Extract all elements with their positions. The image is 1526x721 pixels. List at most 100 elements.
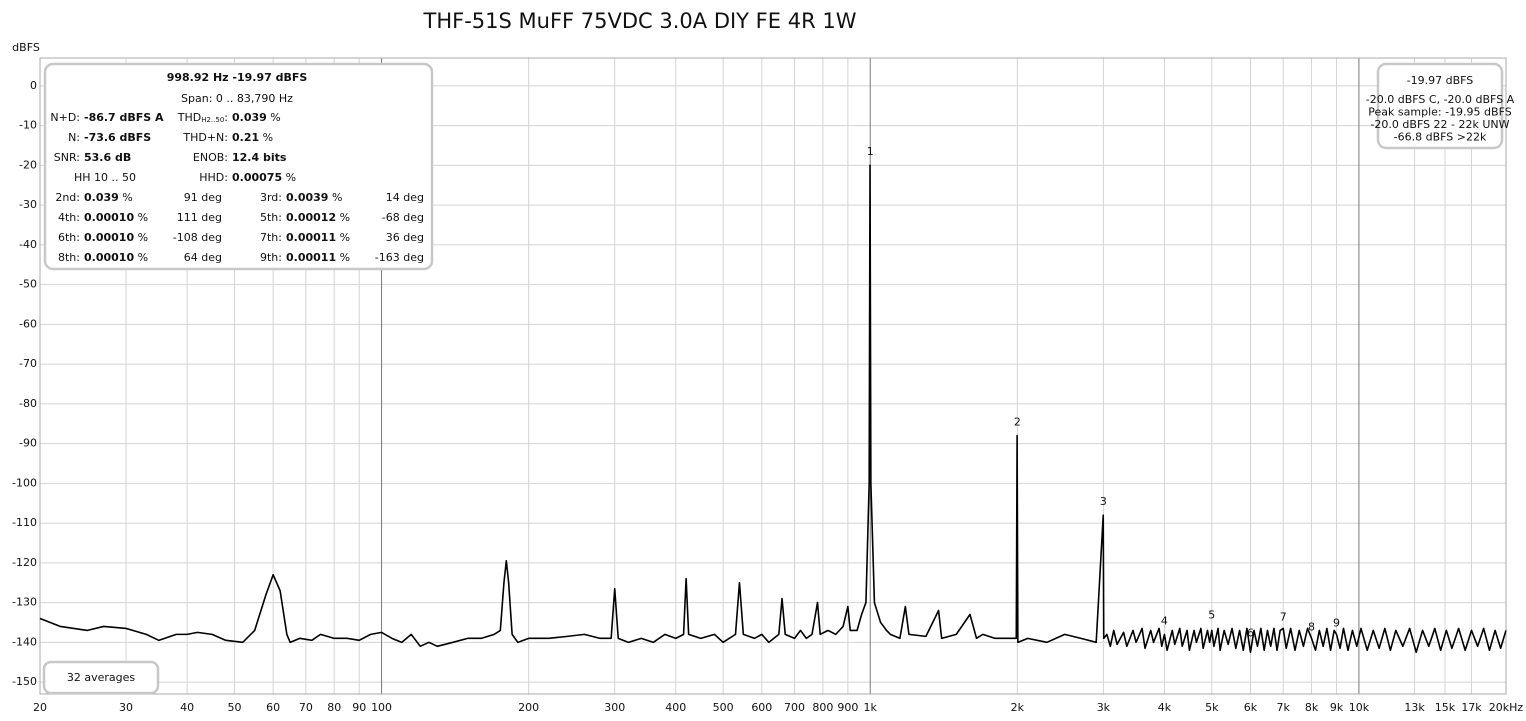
x-tick-label: 70 — [299, 701, 313, 714]
chart-title: THF-51S MuFF 75VDC 3.0A DIY FE 4R 1W — [423, 9, 857, 33]
value: 0.00011 — [286, 231, 336, 244]
info-value: 0.039 % — [84, 191, 133, 204]
info-value: -73.6 dBFS — [84, 131, 151, 144]
x-tick-label: 40 — [180, 701, 194, 714]
harmonic-marker: 8 — [1308, 620, 1315, 633]
x-tick-label: 3k — [1097, 701, 1111, 714]
harmonic-label: 8th: — [58, 251, 80, 264]
info-label: HHD: — [199, 171, 228, 184]
y-tick-label: -90 — [19, 437, 37, 450]
x-tick-label: 90 — [352, 701, 366, 714]
info-headline: 998.92 Hz -19.97 dBFS — [167, 71, 308, 84]
x-tick-label: 1k — [864, 701, 878, 714]
harmonic-phase: -108 deg — [173, 231, 222, 244]
x-tick-label: 15k — [1435, 701, 1456, 714]
x-tick-label: 6k — [1244, 701, 1258, 714]
value: 0.21 — [232, 131, 259, 144]
info-label: N+D: — [50, 111, 80, 124]
x-tick-label: 600 — [751, 701, 772, 714]
label-sub: H2..50 — [201, 116, 224, 124]
harmonic-label: 7th: — [260, 231, 282, 244]
value: 0.039 — [232, 111, 267, 124]
harmonic-label: 5th: — [260, 211, 282, 224]
info-value: 53.6 dB — [84, 151, 131, 164]
y-tick-label: 0 — [30, 79, 37, 92]
value: 0.0039 — [286, 191, 328, 204]
harmonic-label: 6th: — [58, 231, 80, 244]
level-line: -20.0 dBFS C, -20.0 dBFS A — [1366, 93, 1515, 106]
info-value: 0.00011 % — [286, 231, 350, 244]
unit: % — [138, 231, 148, 244]
label: HHD: — [199, 171, 228, 184]
info-label: THD+N: — [182, 131, 228, 144]
level-line: -66.8 dBFS >22k — [1394, 131, 1487, 144]
info-value: 0.00075 % — [232, 171, 296, 184]
y-tick-label: -120 — [12, 556, 37, 569]
info-value: -86.7 dBFS A — [84, 111, 164, 124]
x-tick-label: 100 — [371, 701, 392, 714]
harmonic-label: 3rd: — [260, 191, 282, 204]
spectrum-line — [39, 164, 1507, 654]
value: 0.00010 — [84, 231, 134, 244]
label: ENOB: — [193, 151, 228, 164]
harmonic-label: 2nd: — [55, 191, 80, 204]
y-tick-label: -50 — [19, 278, 37, 291]
unit: % — [122, 191, 132, 204]
x-tick-label: 500 — [713, 701, 734, 714]
harmonic-marker: 2 — [1014, 416, 1021, 429]
plot-frame — [39, 57, 1507, 695]
x-tick-label: 300 — [604, 701, 625, 714]
value: 0.00012 — [286, 211, 336, 224]
x-tick-label: 17k — [1461, 701, 1482, 714]
value: 0.00011 — [286, 251, 336, 264]
info-value: 12.4 bits — [232, 151, 287, 164]
unit: % — [340, 211, 350, 224]
info-value: 0.21 % — [232, 131, 273, 144]
overlays: 998.92 Hz -19.97 dBFS Span: 0 .. 83,790 H… — [42, 62, 1515, 695]
y-tick-label: -40 — [19, 238, 37, 251]
info-span: Span: 0 .. 83,790 Hz — [181, 92, 293, 105]
value: -86.7 dBFS A — [84, 111, 164, 124]
info-value: 0.00011 % — [286, 251, 350, 264]
info-panel — [43, 62, 434, 271]
plot: 1 2 3 4 5 6 7 8 9 — [39, 145, 1507, 654]
averages-box — [42, 660, 160, 695]
x-tick-label: 50 — [227, 701, 241, 714]
harmonic-phase: 111 deg — [177, 211, 222, 224]
harmonic-marker: 1 — [867, 145, 874, 158]
x-tick-label: 60 — [266, 701, 280, 714]
x-tick-label: 10k — [1349, 701, 1370, 714]
harmonic-phase: -163 deg — [375, 251, 424, 264]
x-tick-label: 5k — [1205, 701, 1219, 714]
label: SNR: — [54, 151, 80, 164]
label: N+D: — [50, 111, 80, 124]
x-tick-label: 80 — [327, 701, 341, 714]
x-tick-label: 30 — [119, 701, 133, 714]
info-label: SNR: — [54, 151, 80, 164]
y-tick-label: -30 — [19, 198, 37, 211]
y-tick-label: -80 — [19, 397, 37, 410]
info-label: HH 10 .. 50 — [74, 171, 136, 184]
harmonic-label: 9th: — [260, 251, 282, 264]
label: THD+N: — [182, 131, 228, 144]
unit: % — [340, 231, 350, 244]
unit: % — [286, 171, 296, 184]
averages-label: 32 averages — [67, 671, 136, 684]
y-tick-label: -10 — [19, 119, 37, 132]
harmonic-phase: 36 deg — [386, 231, 424, 244]
x-tick-label: 9k — [1330, 701, 1344, 714]
x-tick-label: 2k — [1011, 701, 1025, 714]
label-colon: : — [224, 111, 228, 124]
harmonic-marker: 6 — [1247, 626, 1254, 639]
unit: % — [263, 131, 273, 144]
harmonic-marker: 7 — [1280, 610, 1287, 623]
harmonic-marker: 4 — [1161, 614, 1168, 627]
info-value: 0.00010 % — [84, 231, 148, 244]
value: 0.00010 — [84, 251, 134, 264]
y-axis-label: dBFS — [12, 41, 40, 54]
harmonic-phase: 91 deg — [184, 191, 222, 204]
x-tick-label: 7k — [1277, 701, 1291, 714]
harmonic-marker: 5 — [1208, 608, 1215, 621]
x-tick-label: 20 — [33, 701, 47, 714]
y-tick-label: -140 — [12, 635, 37, 648]
